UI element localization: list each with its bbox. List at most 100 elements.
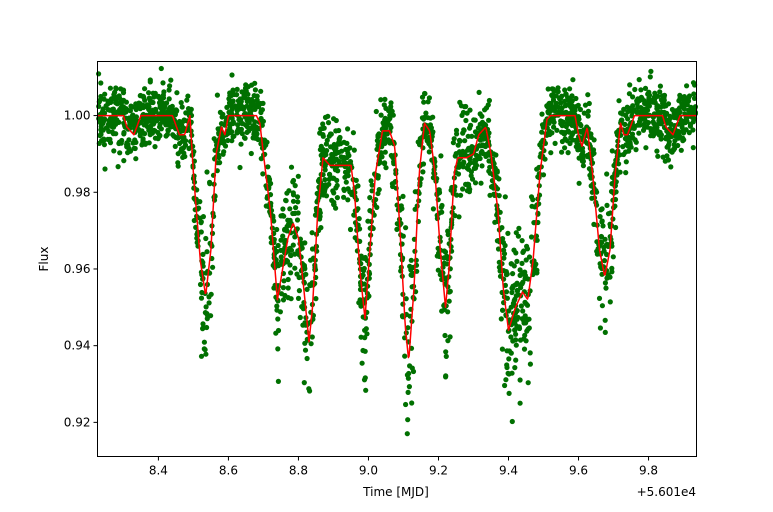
data-point — [104, 125, 110, 131]
data-point — [254, 93, 260, 99]
data-point — [227, 121, 233, 127]
data-point — [455, 171, 462, 177]
x-tick-label: 9.4 — [499, 464, 518, 478]
data-point — [504, 295, 510, 301]
data-point — [252, 106, 258, 112]
data-point — [670, 114, 676, 120]
data-point — [332, 166, 338, 172]
data-point — [198, 220, 204, 226]
data-point — [496, 176, 502, 182]
data-point — [236, 117, 242, 123]
data-point — [299, 304, 305, 310]
data-point — [323, 193, 330, 199]
data-point — [521, 320, 527, 326]
data-point — [234, 130, 240, 136]
data-point — [604, 241, 610, 247]
data-point — [107, 140, 114, 146]
data-point — [505, 230, 511, 236]
data-point — [609, 265, 615, 271]
data-point — [521, 248, 527, 254]
data-point — [203, 351, 209, 357]
data-point — [666, 139, 672, 145]
data-point — [120, 90, 127, 96]
data-point — [477, 111, 483, 117]
data-point — [169, 106, 175, 112]
data-point — [118, 140, 124, 146]
data-point — [373, 108, 379, 115]
data-point — [509, 418, 515, 425]
data-point — [504, 348, 510, 354]
data-point — [243, 89, 249, 96]
data-point — [456, 164, 462, 170]
data-point — [565, 128, 571, 134]
x-tick-label: 8.6 — [219, 464, 238, 478]
data-point — [524, 328, 530, 334]
data-point — [239, 89, 245, 95]
data-point — [203, 235, 209, 242]
data-point — [499, 346, 505, 352]
data-point — [235, 103, 241, 110]
data-point — [188, 138, 194, 145]
data-point — [626, 105, 633, 111]
data-point — [254, 131, 260, 137]
data-point — [604, 202, 610, 208]
data-point — [146, 140, 152, 146]
data-point — [599, 206, 605, 212]
data-point — [529, 203, 535, 209]
x-offset-label: +5.601e4 — [637, 485, 696, 499]
data-point — [376, 187, 382, 193]
data-point — [178, 100, 184, 106]
data-point — [404, 431, 410, 437]
data-point — [516, 225, 522, 231]
data-point — [271, 285, 277, 291]
data-point — [525, 276, 531, 282]
data-point — [555, 89, 561, 95]
data-point — [502, 382, 508, 389]
data-point — [665, 144, 671, 150]
data-point — [576, 146, 582, 153]
data-point — [664, 153, 670, 159]
data-point — [430, 206, 436, 212]
data-point — [128, 115, 134, 121]
data-point — [343, 146, 349, 153]
data-point — [336, 141, 342, 147]
data-point — [692, 82, 698, 88]
data-point — [513, 357, 519, 363]
data-point — [308, 341, 314, 347]
data-point — [406, 384, 412, 390]
data-point — [398, 203, 404, 209]
data-point — [307, 282, 313, 289]
data-point — [467, 107, 473, 113]
data-point — [486, 117, 492, 123]
data-point — [508, 304, 514, 310]
data-point — [179, 134, 185, 140]
data-point — [389, 108, 395, 114]
data-point — [549, 86, 555, 92]
data-point — [669, 106, 676, 113]
data-point — [333, 117, 339, 124]
data-point — [570, 130, 576, 136]
data-point — [456, 149, 463, 155]
data-point — [208, 291, 214, 297]
data-point — [406, 370, 412, 377]
data-point — [278, 254, 284, 260]
data-point — [487, 192, 493, 198]
data-point — [168, 77, 174, 83]
data-point — [105, 107, 111, 113]
data-point — [178, 148, 184, 154]
data-point — [639, 108, 645, 114]
data-point — [244, 124, 250, 130]
data-point — [422, 90, 428, 97]
data-point — [97, 132, 103, 139]
data-point — [539, 111, 545, 117]
data-point — [634, 98, 640, 104]
data-point — [554, 127, 560, 133]
data-point — [394, 226, 400, 232]
data-point — [278, 291, 285, 297]
data-point — [468, 173, 474, 179]
data-point — [362, 348, 368, 354]
data-point — [588, 134, 594, 140]
data-point — [275, 242, 281, 249]
data-point — [290, 192, 297, 198]
data-point — [235, 98, 241, 104]
